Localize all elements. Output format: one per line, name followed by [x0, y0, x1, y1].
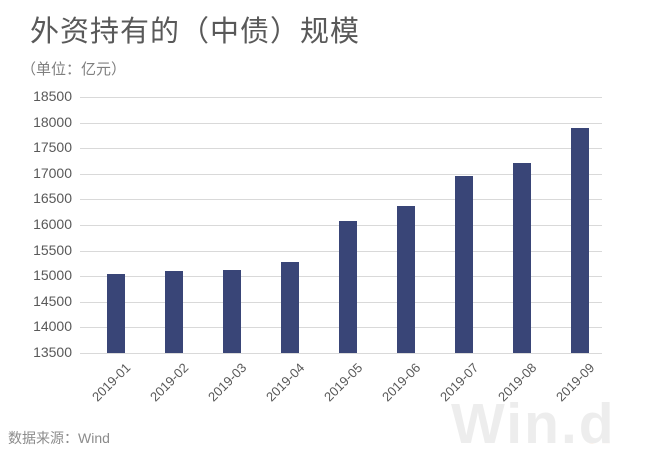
y-tick-label: 13500 — [33, 344, 72, 360]
bar-2019-01 — [107, 274, 125, 353]
x-tick-label: 2019-05 — [321, 360, 366, 405]
gridline — [80, 123, 602, 124]
y-tick-label: 15500 — [33, 242, 72, 258]
bar-2019-08 — [513, 163, 531, 353]
y-tick-label: 18000 — [33, 114, 72, 130]
gridline — [80, 97, 602, 98]
bar-2019-04 — [281, 262, 299, 353]
x-tick-label: 2019-06 — [379, 360, 424, 405]
y-tick-label: 17500 — [33, 139, 72, 155]
x-tick-label: 2019-03 — [205, 360, 250, 405]
y-tick-label: 17000 — [33, 165, 72, 181]
x-tick-label: 2019-01 — [89, 360, 134, 405]
gridline — [80, 199, 602, 200]
x-tick-label: 2019-09 — [553, 360, 598, 405]
x-tick-label: 2019-08 — [495, 360, 540, 405]
bar-2019-07 — [455, 176, 473, 353]
data-source-note: 数据来源：Wind — [8, 430, 110, 446]
y-tick-label: 15000 — [33, 267, 72, 283]
x-tick-label: 2019-02 — [147, 360, 192, 405]
x-tick-label: 2019-07 — [437, 360, 482, 405]
chart-unit-label: （单位：亿元） — [21, 61, 127, 78]
y-tick-label: 14000 — [33, 318, 72, 334]
y-tick-label: 14500 — [33, 293, 72, 309]
bar-2019-03 — [223, 270, 241, 353]
chart-title: 外资持有的（中债）规模 — [30, 16, 361, 48]
y-tick-label: 16000 — [33, 216, 72, 232]
bar-2019-05 — [339, 221, 357, 353]
gridline — [80, 148, 602, 149]
y-tick-label: 16500 — [33, 190, 72, 206]
bar-2019-02 — [165, 271, 183, 353]
gridline — [80, 174, 602, 175]
gridline — [80, 353, 602, 354]
y-tick-label: 18500 — [33, 88, 72, 104]
wind-watermark: Win.d — [451, 392, 616, 456]
bar-2019-09 — [571, 128, 589, 353]
x-tick-label: 2019-04 — [263, 360, 308, 405]
bar-2019-06 — [397, 206, 415, 353]
